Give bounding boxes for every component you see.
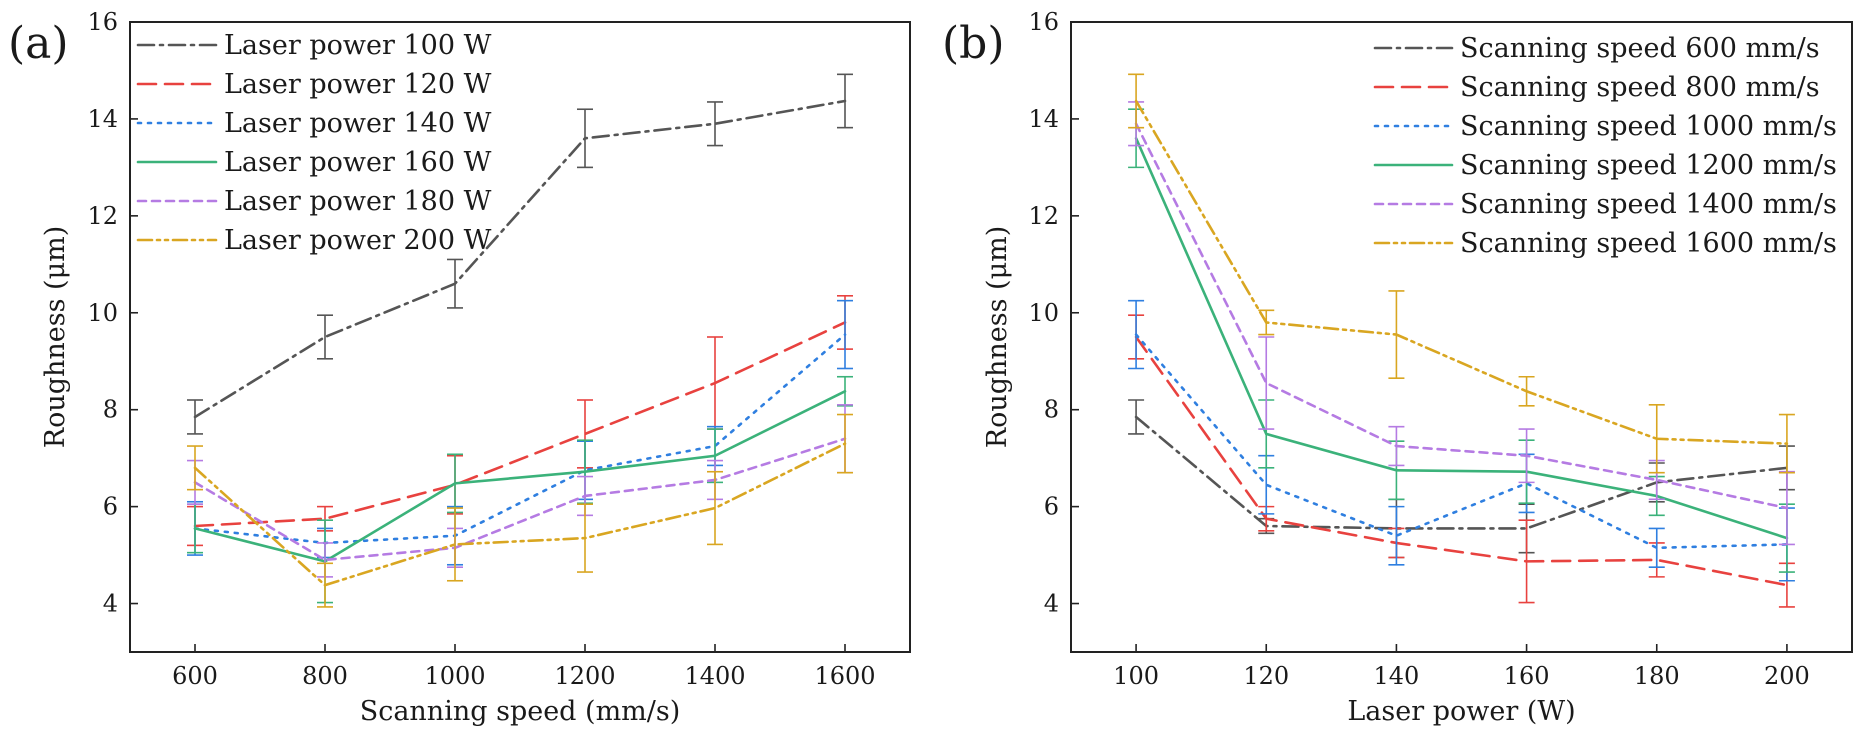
x-tick-label: 140 — [1374, 662, 1420, 690]
y-tick-label: 6 — [103, 493, 118, 521]
series-1 — [187, 73, 853, 435]
legend-label: Scanning speed 1400 mm/s — [1460, 189, 1837, 220]
x-tick-label: 120 — [1243, 662, 1289, 690]
legend-label: Laser power 100 W — [224, 30, 492, 61]
legend-label: Scanning speed 1600 mm/s — [1460, 228, 1837, 259]
series-line — [193, 437, 847, 562]
x-tick-label: 1400 — [684, 662, 745, 690]
series-line — [193, 333, 847, 545]
series-2 — [187, 295, 853, 547]
x-tick-label: 800 — [302, 662, 348, 690]
y-tick-label: 12 — [87, 202, 118, 230]
y-tick-label: 10 — [87, 299, 118, 327]
series-line — [1134, 415, 1789, 530]
legend-label: Laser power 120 W — [224, 69, 492, 100]
series-line — [1134, 99, 1789, 445]
x-tick-label: 100 — [1113, 662, 1159, 690]
x-tick-label: 200 — [1764, 662, 1810, 690]
y-tick-label: 16 — [1028, 8, 1059, 36]
y-tick-label: 6 — [1044, 493, 1059, 521]
series-2 — [1128, 314, 1795, 608]
x-tick-label: 180 — [1634, 662, 1680, 690]
legend-label: Laser power 200 W — [224, 225, 492, 256]
series-line — [193, 99, 847, 419]
x-axis-title: Scanning speed (mm/s) — [360, 696, 681, 727]
series-3 — [187, 299, 853, 566]
series-6 — [1128, 73, 1795, 474]
series-line — [1134, 122, 1789, 510]
legend-label: Scanning speed 800 mm/s — [1460, 72, 1820, 103]
x-tick-label: 600 — [172, 662, 218, 690]
y-tick-label: 14 — [87, 105, 118, 133]
x-tick-label: 160 — [1504, 662, 1550, 690]
y-axis-title: Roughness (μm) — [40, 226, 71, 449]
y-tick-label: 12 — [1028, 202, 1059, 230]
y-tick-label: 14 — [1028, 105, 1059, 133]
y-tick-label: 16 — [87, 8, 118, 36]
series-line — [193, 389, 847, 563]
series-line — [1134, 335, 1789, 587]
y-tick-label: 4 — [1044, 590, 1059, 618]
legend-label: Scanning speed 1000 mm/s — [1460, 111, 1837, 142]
legend-label: Laser power 180 W — [224, 186, 492, 217]
series-line — [193, 442, 847, 587]
chart-panel-a: (a) 600 800 1000 1200 1400 1600 4 6 8 10 12 14 16 Scan… — [8, 8, 911, 727]
panel-label: (a) — [8, 18, 69, 69]
legend-label: Scanning speed 1200 mm/s — [1460, 150, 1837, 181]
plot-frame — [1070, 21, 1853, 653]
series-line — [193, 321, 847, 528]
x-tick-label: 1600 — [814, 662, 875, 690]
y-axis-title: Roughness (μm) — [982, 226, 1013, 449]
y-tick-label: 8 — [103, 396, 118, 424]
x-tick-label: 1200 — [554, 662, 615, 690]
series-1 — [1128, 399, 1795, 559]
legend-label: Laser power 140 W — [224, 108, 492, 139]
legend-label: Laser power 160 W — [224, 147, 492, 178]
y-tick-label: 8 — [1044, 396, 1059, 424]
y-tick-label: 10 — [1028, 299, 1059, 327]
legend-label: Scanning speed 600 mm/s — [1460, 33, 1820, 64]
series-line — [1134, 137, 1789, 540]
x-tick-label: 1000 — [424, 662, 485, 690]
plot-frame — [129, 21, 911, 653]
chart-panel-b: (b) 100 120 140 160 180 200 4 6 8 10 12 14 16 Laser po… — [942, 8, 1853, 727]
panel-label: (b) — [942, 18, 1005, 69]
series-6 — [187, 413, 853, 608]
y-tick-label: 4 — [103, 590, 118, 618]
x-axis-title: Laser power (W) — [1347, 696, 1575, 727]
